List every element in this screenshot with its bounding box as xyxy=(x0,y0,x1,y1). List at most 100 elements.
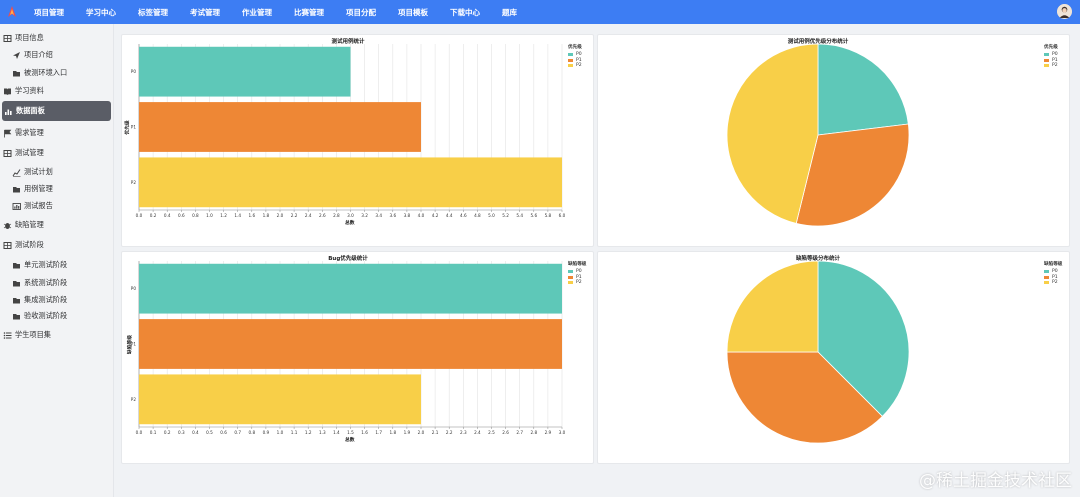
legend-label: P1 xyxy=(576,57,582,63)
y-tick-label: P2 xyxy=(131,180,137,185)
sidebar-item-12[interactable]: 单元测试阶段 xyxy=(0,257,114,273)
y-tick-label: P0 xyxy=(131,69,137,74)
chart-title: 缺陷等级分布统计 xyxy=(795,256,841,262)
sidebar-item-10[interactable]: 缺陷管理 xyxy=(0,217,114,233)
folder-icon xyxy=(12,296,21,305)
x-tick-label: 3.0 xyxy=(347,213,354,218)
x-tick-label: 0.4 xyxy=(192,430,199,435)
nav-item-0[interactable]: 项目管理 xyxy=(34,7,64,17)
sidebar-item-label: 需求管理 xyxy=(15,128,44,137)
x-tick-label: 5.2 xyxy=(502,213,509,218)
legend-swatch xyxy=(568,64,573,68)
nav-item-4[interactable]: 作业管理 xyxy=(242,7,272,17)
y-tick-label: P1 xyxy=(131,342,137,347)
legend-entry[interactable]: P2 xyxy=(568,280,586,286)
pie-slice-P0[interactable] xyxy=(817,43,909,136)
pie-slice-P0[interactable] xyxy=(817,260,910,417)
logo-icon xyxy=(8,6,16,17)
sidebar-item-4[interactable]: 数据面板 xyxy=(2,101,111,121)
legend-swatch xyxy=(568,281,573,285)
x-tick-label: 4.8 xyxy=(474,213,481,218)
sidebar-item-label: 集成测试阶段 xyxy=(24,295,68,304)
x-tick-label: 1.8 xyxy=(389,430,396,435)
pie-slice-P1[interactable] xyxy=(795,123,910,227)
x-tick-label: 0.4 xyxy=(164,213,171,218)
bar-P0[interactable] xyxy=(139,263,562,314)
sidebar-item-9[interactable]: 测试报告 xyxy=(0,198,114,214)
sidebar-item-5[interactable]: 需求管理 xyxy=(0,125,114,141)
y-tick-label: P1 xyxy=(131,125,137,130)
app-logo[interactable] xyxy=(0,0,24,24)
x-tick-label: 2.7 xyxy=(516,430,523,435)
pie-slice-P1[interactable] xyxy=(726,351,883,444)
nav-item-8[interactable]: 下载中心 xyxy=(450,7,480,17)
legend-entry[interactable]: P1 xyxy=(1044,275,1062,281)
bar-P1[interactable] xyxy=(139,319,562,369)
nav-item-9[interactable]: 题库 xyxy=(502,7,517,17)
user-avatar[interactable] xyxy=(1057,4,1072,19)
sidebar-item-6[interactable]: 测试管理 xyxy=(0,145,114,161)
x-tick-label: 1.7 xyxy=(375,430,382,435)
folder-icon xyxy=(12,261,21,270)
legend-entry[interactable]: P0 xyxy=(1044,269,1062,275)
legend-entry[interactable]: P0 xyxy=(568,269,586,275)
x-tick-label: 0.9 xyxy=(263,430,270,435)
sidebar-item-1[interactable]: 项目介绍 xyxy=(0,47,114,63)
nav-item-6[interactable]: 项目分配 xyxy=(346,7,376,17)
nav-item-5[interactable]: 比赛管理 xyxy=(294,7,324,17)
x-tick-label: 0.0 xyxy=(136,213,143,218)
legend-label: P1 xyxy=(1052,274,1058,280)
legend-swatch xyxy=(1044,270,1049,274)
x-tick-label: 4.6 xyxy=(460,213,467,218)
main-nav: 项目管理 学习中心 标签管理 考试管理 作业管理 比赛管理 项目分配 项目模板 下载中心 题库 xyxy=(24,7,517,18)
bar-P2[interactable] xyxy=(139,157,562,208)
sidebar-item-label: 测试阶段 xyxy=(15,240,44,249)
nav-item-2[interactable]: 标签管理 xyxy=(138,7,168,17)
nav-item-7[interactable]: 项目模板 xyxy=(398,7,428,17)
nav-item-3[interactable]: 考试管理 xyxy=(190,7,220,17)
legend-swatch xyxy=(1044,281,1049,285)
legend-entry[interactable]: P1 xyxy=(568,275,586,281)
legend-swatch xyxy=(1044,275,1049,279)
x-tick-label: 2.6 xyxy=(502,430,509,435)
sidebar-item-14[interactable]: 集成测试阶段 xyxy=(0,292,114,308)
sidebar-item-7[interactable]: 测试计划 xyxy=(0,164,114,180)
sidebar-item-label: 测试计划 xyxy=(24,167,53,176)
x-tick-label: 1.4 xyxy=(333,430,340,435)
x-tick-label: 0.2 xyxy=(150,213,157,218)
legend-entry[interactable]: P1 xyxy=(1044,58,1058,64)
legend-entry[interactable]: P0 xyxy=(568,52,582,58)
chart-legend: 优先级 P0 P1 P2 xyxy=(568,44,582,69)
pie-slice-P2[interactable] xyxy=(726,43,819,224)
sidebar-item-13[interactable]: 系统测试阶段 xyxy=(0,275,114,291)
sidebar-item-0[interactable]: 项目信息 xyxy=(0,30,114,46)
legend-entry[interactable]: P2 xyxy=(1044,280,1062,286)
legend-label: P2 xyxy=(576,63,582,69)
bar-P1[interactable] xyxy=(139,102,421,152)
sidebar-item-3[interactable]: 学习资料 xyxy=(0,83,114,99)
bar-chart-svg: 0.0 0.2 0.4 0.6 0.8 1.0 1.2 1.4 1.6 1.8 2.0 2.2 2.4 2… xyxy=(131,44,566,218)
sidebar-item-label: 学生项目集 xyxy=(15,330,51,339)
x-tick-label: 1.2 xyxy=(220,213,227,218)
sidebar-item-label: 测试报告 xyxy=(24,201,53,210)
send-icon xyxy=(12,51,21,60)
sidebar-item-16[interactable]: 学生项目集 xyxy=(0,327,114,343)
chart-legend: 缺陷等级 P0 P1 P2 xyxy=(1044,261,1062,286)
legend-entry[interactable]: P2 xyxy=(568,63,582,69)
legend-entry[interactable]: P1 xyxy=(568,58,582,64)
x-tick-label: 0.3 xyxy=(178,430,185,435)
nav-item-1[interactable]: 学习中心 xyxy=(86,7,116,17)
bar-P2[interactable] xyxy=(139,374,421,425)
bar-P0[interactable] xyxy=(139,46,351,97)
sidebar-item-2[interactable]: 被测环境入口 xyxy=(0,65,114,81)
legend-swatch xyxy=(568,275,573,279)
legend-swatch xyxy=(1044,58,1049,62)
sidebar-item-11[interactable]: 测试阶段 xyxy=(0,237,114,253)
legend-entry[interactable]: P0 xyxy=(1044,52,1058,58)
sidebar-item-8[interactable]: 用例管理 xyxy=(0,181,114,197)
pie-slice-P2[interactable] xyxy=(726,260,819,353)
legend-entry[interactable]: P2 xyxy=(1044,63,1058,69)
sidebar-item-15[interactable]: 验收测试阶段 xyxy=(0,308,114,324)
chart-legend: 缺陷等级 P0 P1 P2 xyxy=(568,261,586,286)
legend-title: 缺陷等级 xyxy=(568,262,587,267)
